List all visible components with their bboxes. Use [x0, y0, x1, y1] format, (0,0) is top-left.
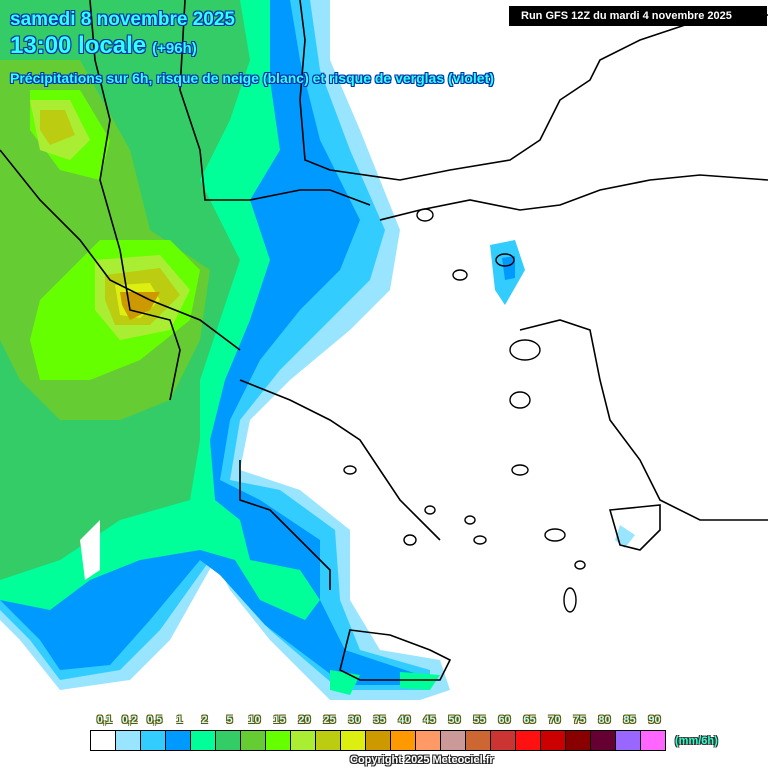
colorbar-swatch [241, 731, 266, 750]
colorbar-swatch [416, 731, 441, 750]
colorbar-swatch [216, 731, 241, 750]
legend-label: 65 [523, 714, 536, 726]
forecast-time-label: 13:00 locale [10, 32, 147, 59]
legend-label: 10 [248, 714, 261, 726]
colorbar-swatch [591, 731, 616, 750]
colorbar-swatch [141, 731, 166, 750]
colorbar-swatch [166, 731, 191, 750]
colorbar-swatch [366, 731, 391, 750]
legend-label: 55 [473, 714, 486, 726]
colorbar-swatch [116, 731, 141, 750]
legend-label: 50 [448, 714, 461, 726]
colorbar-swatch [566, 731, 591, 750]
colorbar-swatch [91, 731, 116, 750]
no-precip-gap [80, 520, 100, 580]
legend-label: 0,5 [146, 714, 163, 726]
islands [343, 208, 586, 613]
colorbar-swatch [641, 731, 665, 750]
colorbar-swatch [391, 731, 416, 750]
precip-35 [120, 292, 160, 320]
colorbar-swatch [191, 731, 216, 750]
precip-east-2 [502, 256, 515, 280]
colorbar-swatch [541, 731, 566, 750]
colorbar-swatch [316, 731, 341, 750]
forecast-lead: (+96h) [152, 40, 197, 57]
colorbar-swatch [516, 731, 541, 750]
copyright: Copyright 2025 Meteociel.fr [350, 754, 494, 766]
forecast-date: samedi 8 novembre 2025 [10, 9, 235, 30]
legend-label: 1 [176, 714, 183, 726]
legend-label: 20 [298, 714, 311, 726]
legend-label: 15 [273, 714, 286, 726]
colorbar [90, 730, 666, 751]
legend-label: 30 [348, 714, 361, 726]
colorbar-swatch [466, 731, 491, 750]
legend-label: 45 [423, 714, 436, 726]
legend-label: 80 [598, 714, 611, 726]
colorbar-swatch [491, 731, 516, 750]
coastlines [0, 0, 768, 681]
legend-label: 90 [648, 714, 661, 726]
legend-label: 40 [398, 714, 411, 726]
legend-label: 0,2 [121, 714, 138, 726]
colorbar-swatch [616, 731, 641, 750]
colorbar-swatch [341, 731, 366, 750]
legend-labels: 0,1 0,2 0,5 1 2 5 10 15 20 25 30 35 40 45 50 55 60 65 70 75… [90, 714, 690, 728]
legend-label: 5 [226, 714, 233, 726]
precip-25 [40, 110, 180, 325]
legend-label: 60 [498, 714, 511, 726]
map-description: Précipitations sur 6h, risque de neige (… [10, 70, 494, 86]
model-run-badge: Run GFS 12Z du mardi 4 novembre 2025 [509, 6, 767, 26]
colorbar-swatch [441, 731, 466, 750]
legend-label: 75 [573, 714, 586, 726]
colorbar-swatch [266, 731, 291, 750]
precip-crete-green [330, 670, 440, 695]
legend-label: 85 [623, 714, 636, 726]
legend-label: 0,1 [96, 714, 113, 726]
colorbar-swatch [291, 731, 316, 750]
forecast-time: 13:00 locale (+96h) [10, 32, 197, 60]
legend-label: 25 [323, 714, 336, 726]
legend-label: 70 [548, 714, 561, 726]
legend-label: 2 [201, 714, 208, 726]
legend-unit: (mm/6h) [675, 735, 718, 747]
legend-label: 35 [373, 714, 386, 726]
